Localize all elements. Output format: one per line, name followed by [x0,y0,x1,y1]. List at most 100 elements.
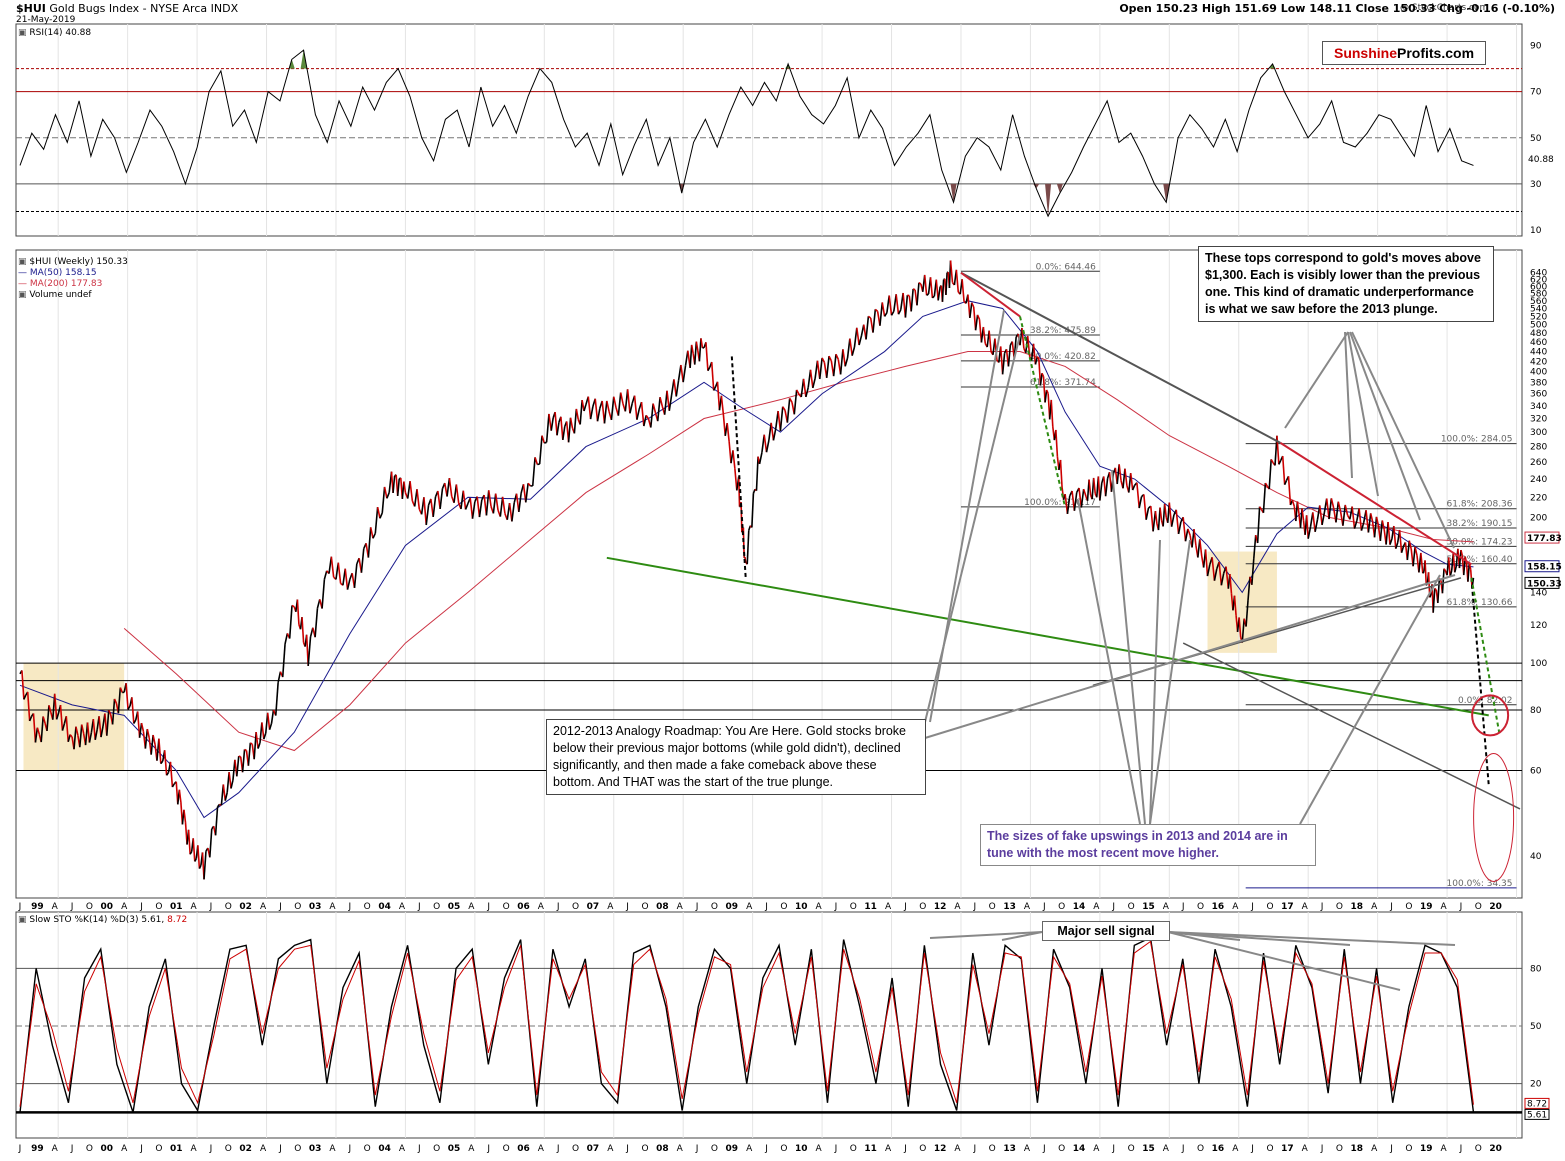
price-x-label: A [816,902,823,912]
price-x-label: 19 [1420,902,1433,912]
price-bar [1433,588,1435,612]
price-bar [1003,353,1005,374]
price-bar [324,571,326,580]
price-bar [1421,553,1423,573]
sto-x-label: O [850,1144,857,1154]
price-x-label: 11 [864,902,877,912]
price-x-label: 07 [587,902,600,912]
price-bar [544,442,546,443]
price-tick-label: 300 [1530,428,1547,438]
sto-x-label: J [70,1144,74,1154]
chart-title: $HUI Gold Bugs Index - NYSE Arca INDX [16,2,238,15]
sto-tick-label: 50 [1530,1022,1542,1032]
price-bar [308,637,310,666]
price-bar [1194,529,1196,545]
price-bar [628,389,630,413]
rsi-tick-label: 90 [1530,42,1542,52]
sto-x-label: A [677,1144,684,1154]
sto-last-label: 5.61 [1527,1110,1547,1120]
price-bar [1315,520,1317,532]
sto-x-label: J [973,1144,977,1154]
price-bar [794,390,796,414]
price-bar [426,505,428,525]
price-x-label: 99 [31,902,44,912]
price-bar [1302,508,1304,520]
price-bar [393,476,395,493]
sto-x-label: J [903,1144,907,1154]
price-x-label: J [556,902,560,912]
sto-x-label: J [1181,1144,1185,1154]
price-legend-text: $HUI (Weekly) 150.33 [29,257,127,267]
price-x-label: A [538,902,545,912]
sto-x-label: A [329,1144,336,1154]
sto-x-label: 07 [587,1144,600,1154]
price-bar [270,723,272,729]
price-x-label: J [18,902,22,912]
price-x-label: A [1302,902,1309,912]
sto-x-label: O [989,1144,996,1154]
sto-x-label: 04 [378,1144,391,1154]
ma50-legend-text: MA(50) 158.15 [30,268,97,278]
sto-x-label: A [399,1144,406,1154]
price-bar [1125,469,1127,486]
price-tick-label: 400 [1530,368,1547,378]
price-bar [1283,456,1285,485]
volume-legend-text: Volume undef [29,290,91,300]
price-bar [637,409,639,419]
sto-x-label: 99 [31,1144,44,1154]
sto-x-label: A [954,1144,961,1154]
price-bar [946,273,947,295]
price-bar [646,415,648,418]
price-x-label: O [294,902,301,912]
price-bar [551,418,553,431]
price-bar [1172,515,1174,527]
price-bar [1119,464,1121,480]
price-bar [621,393,623,404]
price-bar [496,494,498,511]
price-bar [557,422,559,435]
price-bar [752,493,754,527]
price-bar [1155,511,1157,524]
sto-x-label: 06 [517,1144,530,1154]
brand-red: Sunshine [1334,45,1397,61]
price-x-label: A [1024,902,1031,912]
sto-x-label: J [695,1144,699,1154]
price-bar [970,303,972,318]
sto-x-label: 08 [656,1144,669,1154]
price-bar [618,393,620,416]
green-support-trendline [607,558,1489,716]
price-bar [843,349,845,366]
price-legend: ▣ $HUI (Weekly) 150.33 — MA(50) 158.15 —… [18,257,128,301]
fib-label: 100.0%: 284.05 [1441,435,1513,445]
price-x-label: O [1197,902,1204,912]
sto-x-label: O [433,1144,440,1154]
sto-legend-text: Slow STO %K(14) %D(3) 5.61, [29,915,164,925]
price-bar [571,418,573,428]
price-x-label: A [52,902,59,912]
sto-x-label: 12 [934,1144,947,1154]
price-bar [1343,505,1345,526]
price-x-label: O [1128,902,1135,912]
price-bar [348,579,350,589]
sto-x-label: J [1320,1144,1324,1154]
price-x-label: J [1389,902,1393,912]
price-x-label: 00 [101,902,114,912]
price-frame [16,250,1522,898]
price-bar [433,497,435,517]
fib-label: 100.0%: 34.35 [1447,879,1513,889]
price-x-label: 17 [1281,902,1294,912]
price-last-label: 150.33 [1527,579,1562,589]
price-x-label: J [1181,902,1185,912]
price-bar [813,378,815,388]
sto-x-label: O [711,1144,718,1154]
sto-x-label: 00 [101,1144,114,1154]
price-bar [780,407,782,431]
price-x-label: J [973,902,977,912]
sto-x-label: 16 [1212,1144,1225,1154]
price-tick-label: 360 [1530,390,1547,400]
price-bar [1375,517,1377,537]
price-bar [225,793,227,801]
sto-x-label: A [885,1144,892,1154]
fib-label: 38.2%: 190.15 [1447,519,1513,529]
price-bar [1258,507,1260,543]
